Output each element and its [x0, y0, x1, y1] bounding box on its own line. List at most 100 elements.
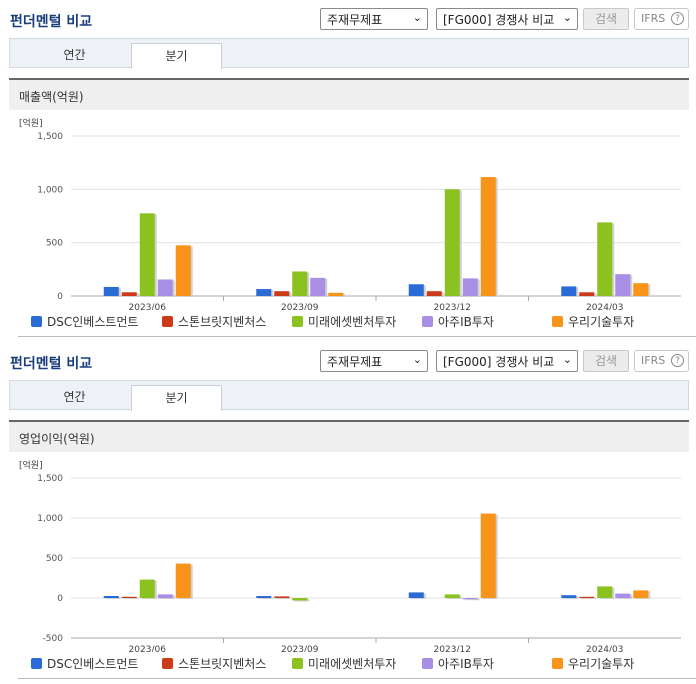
legend-swatch [292, 658, 303, 669]
bar[interactable] [292, 598, 308, 601]
x-tick-label: 2023/09 [281, 645, 319, 652]
legend-swatch [552, 316, 563, 327]
legend-swatch [31, 316, 42, 327]
bar[interactable] [480, 177, 496, 296]
bar[interactable] [121, 292, 137, 296]
legend-label: DSC인베스트먼트 [47, 657, 139, 671]
bar[interactable] [444, 594, 460, 598]
comparison-group-value: [FG000] 경쟁사 비교 [443, 355, 555, 369]
search-button[interactable]: 검색 [583, 8, 629, 30]
bar[interactable] [328, 292, 344, 296]
unit-label: [억원] [19, 117, 43, 129]
section-header: 영업이익(억원) [9, 420, 689, 452]
bar[interactable] [579, 596, 595, 598]
legend-swatch [292, 316, 303, 327]
bar[interactable] [103, 286, 119, 296]
bar[interactable] [579, 292, 595, 296]
bar[interactable] [408, 284, 424, 296]
statement-type-value: 주재무제표 [327, 355, 383, 369]
bar[interactable] [256, 289, 272, 296]
tab-quarterly[interactable]: 분기 [131, 43, 222, 69]
search-button[interactable]: 검색 [583, 350, 629, 372]
bar[interactable] [633, 283, 649, 296]
legend-item[interactable]: 우리기술투자 [552, 313, 634, 330]
y-tick-label: 0 [57, 594, 63, 604]
legend-label: 아주IB투자 [438, 315, 494, 329]
ifrs-help-button[interactable]: IFRS ? [634, 8, 689, 30]
chevron-down-icon: ⌄ [412, 353, 422, 366]
bar[interactable] [561, 286, 577, 296]
bar[interactable] [615, 593, 631, 598]
bar[interactable] [292, 271, 308, 296]
y-tick-label: 500 [46, 554, 63, 564]
bar[interactable] [597, 222, 613, 296]
bar[interactable] [256, 596, 272, 598]
bar[interactable] [121, 596, 137, 598]
legend-swatch [162, 316, 173, 327]
legend-item[interactable]: 아주IB투자 [422, 313, 494, 330]
bar[interactable] [175, 563, 191, 598]
bar[interactable] [139, 579, 155, 598]
statement-type-select[interactable]: 주재무제표 ⌄ [320, 8, 428, 30]
panel-title: 펀더멘털 비교 [10, 356, 93, 372]
y-tick-label: 1,000 [37, 514, 63, 524]
fundamental-panel-sales: 펀더멘털 비교 주재무제표 ⌄ [FG000] 경쟁사 비교 ⌄ 검색 IFRS… [9, 8, 696, 337]
bar[interactable] [157, 279, 173, 296]
bar-chart: [억원] 0 500 1,000 1,500 2023/06 2023/09 2023/12 2… [9, 110, 696, 337]
tab-quarterly[interactable]: 분기 [131, 385, 222, 411]
x-tick-label: 2023/12 [434, 645, 471, 652]
legend-item[interactable]: 아주IB투자 [422, 655, 494, 672]
bar[interactable] [274, 291, 290, 296]
tab-annual[interactable]: 연간 [63, 48, 86, 62]
legend-item[interactable]: 스톤브릿지벤처스 [162, 313, 266, 330]
bar[interactable] [462, 278, 478, 296]
bar-shadow [464, 599, 480, 601]
y-tick-label: -500 [43, 634, 64, 644]
legend-label: 스톤브릿지벤처스 [178, 315, 267, 329]
legend-item[interactable]: 미래에셋벤처투자 [292, 655, 396, 672]
legend-swatch [162, 658, 173, 669]
bar[interactable] [597, 586, 613, 598]
y-tick-label: 1,500 [37, 132, 63, 142]
ifrs-label: IFRS [641, 12, 666, 25]
y-tick-label: 1,000 [37, 185, 63, 195]
bar[interactable] [103, 596, 119, 598]
section-header: 매출액(억원) [9, 78, 689, 110]
bar[interactable] [426, 291, 442, 296]
comparison-group-value: [FG000] 경쟁사 비교 [443, 13, 555, 27]
legend-swatch [422, 316, 433, 327]
legend-label: 스톤브릿지벤처스 [178, 657, 267, 671]
bar[interactable] [157, 594, 173, 598]
legend-item[interactable]: DSC인베스트먼트 [31, 313, 138, 330]
legend-item[interactable]: 스톤브릿지벤처스 [162, 655, 266, 672]
bar[interactable] [139, 213, 155, 296]
x-tick-label: 2023/12 [434, 303, 471, 310]
bar[interactable] [444, 189, 460, 296]
section-title: 매출액(억원) [19, 90, 84, 104]
bar[interactable] [462, 598, 478, 600]
bar[interactable] [274, 596, 290, 598]
section-title: 영업이익(억원) [19, 432, 95, 446]
panel-title: 펀더멘털 비교 [10, 14, 93, 30]
chart-legend: DSC인베스트먼트 스톤브릿지벤처스 미래에셋벤처투자 아주IB투자 우리기술투자 [31, 655, 691, 673]
divider [18, 336, 696, 337]
legend-item[interactable]: 미래에셋벤처투자 [292, 313, 396, 330]
bar[interactable] [633, 590, 649, 598]
legend-item[interactable]: DSC인베스트먼트 [31, 655, 138, 672]
bar[interactable] [408, 592, 424, 598]
comparison-group-select[interactable]: [FG000] 경쟁사 비교 ⌄ [436, 8, 578, 30]
legend-item[interactable]: 우리기술투자 [552, 655, 634, 672]
tab-annual[interactable]: 연간 [63, 390, 86, 404]
comparison-group-select[interactable]: [FG000] 경쟁사 비교 ⌄ [436, 350, 578, 372]
ifrs-help-button[interactable]: IFRS ? [634, 350, 689, 372]
bar[interactable] [310, 277, 326, 296]
chevron-down-icon: ⌄ [562, 11, 572, 24]
bar-chart-svg: [억원] 0 500 1,000 1,500 2023/06 2023/09 2023/12 2… [19, 117, 681, 310]
bar[interactable] [615, 274, 631, 296]
bar[interactable] [561, 595, 577, 598]
x-tick-label: 2024/03 [586, 645, 623, 652]
fundamental-panel-operating-income: 펀더멘털 비교 주재무제표 ⌄ [FG000] 경쟁사 비교 ⌄ 검색 IFRS… [0, 342, 696, 684]
statement-type-select[interactable]: 주재무제표 ⌄ [320, 350, 428, 372]
bar[interactable] [175, 245, 191, 296]
bar[interactable] [480, 513, 496, 598]
